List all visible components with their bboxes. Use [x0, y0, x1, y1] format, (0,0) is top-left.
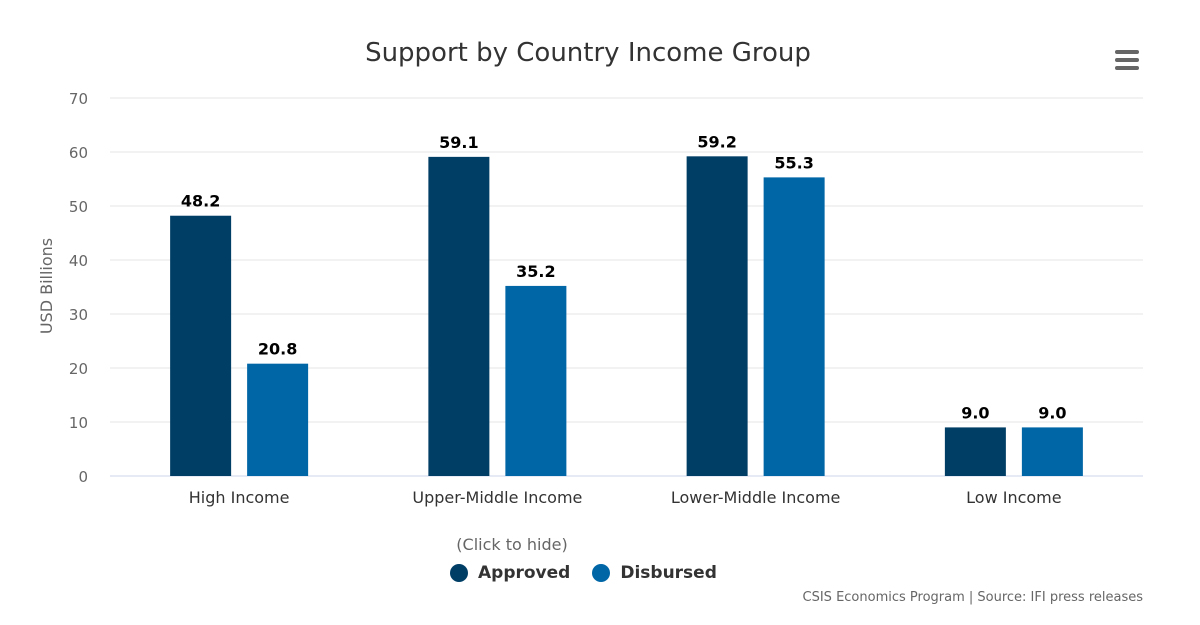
- y-tick-label: 50: [69, 198, 88, 216]
- bar[interactable]: [505, 285, 567, 476]
- y-tick-label: 30: [69, 306, 88, 324]
- bar[interactable]: [247, 363, 309, 476]
- bar[interactable]: [763, 177, 825, 476]
- x-tick-label: Upper-Middle Income: [412, 488, 582, 507]
- y-tick-label: 60: [69, 144, 88, 162]
- bar[interactable]: [170, 215, 232, 476]
- x-tick-label: Lower-Middle Income: [671, 488, 841, 507]
- bar[interactable]: [1021, 427, 1083, 476]
- data-label: 48.2: [181, 192, 220, 211]
- x-tick-label: High Income: [189, 488, 290, 507]
- y-tick-label: 40: [69, 252, 88, 270]
- y-tick-label: 10: [69, 414, 88, 432]
- chart-title: Support by Country Income Group: [365, 38, 811, 68]
- x-tick-label: Low Income: [966, 488, 1061, 507]
- bar[interactable]: [944, 427, 1006, 476]
- data-label: 9.0: [961, 403, 989, 422]
- y-axis-title: USD Billions: [37, 238, 56, 334]
- y-tick-label: 70: [69, 90, 88, 108]
- legend-marker-approved: [450, 564, 468, 582]
- legend-item-disbursed[interactable]: Disbursed: [592, 563, 717, 583]
- bar[interactable]: [686, 156, 748, 476]
- hamburger-menu-icon[interactable]: [1110, 46, 1144, 74]
- bar[interactable]: [428, 156, 490, 477]
- data-label: 9.0: [1038, 403, 1066, 422]
- legend-label-disbursed: Disbursed: [620, 563, 717, 583]
- legend-marker-disbursed: [592, 564, 611, 582]
- data-label: 59.1: [439, 133, 478, 152]
- data-label: 59.2: [697, 132, 736, 151]
- legend-item-approved[interactable]: Approved: [450, 563, 570, 583]
- y-tick-label: 20: [69, 360, 88, 378]
- legend-label-approved: Approved: [478, 563, 571, 583]
- legend: Approved Disbursed: [450, 560, 739, 586]
- y-tick-label: 0: [78, 468, 88, 486]
- data-label: 20.8: [258, 340, 297, 359]
- credits-text[interactable]: CSIS Economics Program | Source: IFI pre…: [802, 590, 1143, 605]
- data-label: 35.2: [516, 262, 555, 281]
- data-label: 55.3: [774, 153, 813, 172]
- legend-hint: (Click to hide): [456, 535, 568, 554]
